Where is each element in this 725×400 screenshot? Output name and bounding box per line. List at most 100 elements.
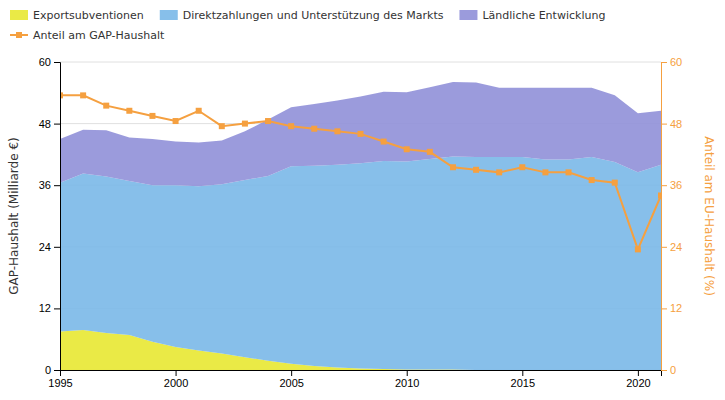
legend-item: Exportsubventionen bbox=[10, 9, 144, 22]
marker bbox=[381, 139, 387, 145]
marker bbox=[542, 169, 548, 175]
marker bbox=[658, 192, 661, 198]
axis-line bbox=[662, 63, 668, 371]
tick-mark bbox=[661, 308, 667, 309]
marker bbox=[126, 108, 132, 114]
tick-label: 0 bbox=[45, 364, 51, 376]
marker bbox=[196, 108, 202, 114]
marker bbox=[311, 126, 317, 132]
grid bbox=[60, 62, 661, 370]
tick: 36 bbox=[39, 179, 60, 191]
legend-swatch bbox=[10, 10, 28, 20]
axis-line bbox=[54, 63, 61, 371]
tick-mark bbox=[54, 62, 60, 63]
marker bbox=[404, 146, 410, 152]
marker bbox=[519, 164, 525, 170]
legend-swatch bbox=[459, 10, 477, 20]
marker bbox=[589, 177, 595, 183]
marker bbox=[242, 121, 248, 127]
tick-mark bbox=[176, 370, 177, 376]
legend-label: Anteil am GAP-Haushalt bbox=[33, 29, 165, 42]
tick-mark bbox=[54, 308, 60, 309]
legend-item: Ländliche Entwicklung bbox=[459, 9, 605, 22]
tick-label: 2010 bbox=[395, 377, 419, 389]
tick-label: 2000 bbox=[164, 377, 188, 389]
marks bbox=[60, 82, 661, 370]
x-axis: 1995 2000 2005 2010 2015 2020 bbox=[48, 370, 661, 389]
legend-swatch bbox=[160, 10, 178, 20]
area bbox=[60, 156, 661, 370]
tick: 12 bbox=[39, 302, 60, 314]
marker bbox=[265, 118, 271, 124]
tick-label: 2015 bbox=[511, 377, 535, 389]
marker bbox=[566, 169, 572, 175]
legend-item: Direktzahlungen und Unterstützung des Ma… bbox=[160, 9, 444, 22]
tick-mark bbox=[54, 370, 60, 371]
tick: 1995 bbox=[48, 370, 72, 389]
marker bbox=[334, 128, 340, 134]
tick-label: 60 bbox=[670, 56, 682, 68]
marker bbox=[103, 103, 109, 109]
marker bbox=[149, 113, 155, 119]
marker bbox=[358, 131, 364, 137]
tick-label: 60 bbox=[39, 56, 51, 68]
markers bbox=[60, 92, 661, 252]
grid-line bbox=[60, 62, 661, 63]
tick-label: 24 bbox=[670, 241, 682, 253]
legend-label: Ländliche Entwicklung bbox=[482, 9, 605, 22]
marker bbox=[173, 118, 179, 124]
legend-marker bbox=[16, 32, 22, 38]
tick: 12 bbox=[661, 302, 682, 314]
y2-axis-title: Anteil am EU-Haushalt (%) bbox=[702, 136, 716, 296]
legend-item: Anteil am GAP-Haushalt bbox=[10, 29, 165, 42]
tick-mark bbox=[638, 370, 639, 376]
marker bbox=[635, 246, 641, 252]
tick-mark bbox=[54, 124, 60, 125]
tick-mark bbox=[407, 370, 408, 376]
tick: 48 bbox=[661, 118, 682, 130]
tick-label: 48 bbox=[39, 118, 51, 130]
marker bbox=[80, 92, 86, 98]
tick-mark bbox=[661, 124, 667, 125]
tick: 60 bbox=[39, 56, 60, 68]
tick: 0 bbox=[661, 364, 676, 376]
marker bbox=[473, 167, 479, 173]
tick-label: 2005 bbox=[279, 377, 303, 389]
tick-label: 36 bbox=[39, 179, 51, 191]
y-axis: 0 12 24 36 48 60 bbox=[39, 56, 61, 376]
tick-mark bbox=[54, 247, 60, 248]
tick: 2010 bbox=[395, 370, 419, 389]
area bbox=[60, 82, 661, 186]
tick-label: 12 bbox=[670, 302, 682, 314]
chart: 1995 2000 2005 2010 2015 2020 0 12 24 36 48 60 0 12 24… bbox=[0, 0, 725, 400]
tick-label: 0 bbox=[670, 364, 676, 376]
tick: 24 bbox=[661, 241, 682, 253]
tick-label: 2020 bbox=[626, 377, 650, 389]
tick-mark bbox=[291, 370, 292, 376]
marker bbox=[288, 123, 294, 129]
tick-label: 36 bbox=[670, 179, 682, 191]
legend: Exportsubventionen Direktzahlungen und Un… bbox=[10, 9, 605, 42]
marker bbox=[219, 123, 225, 129]
tick: 24 bbox=[39, 241, 60, 253]
tick: 0 bbox=[45, 364, 60, 376]
tick: 2000 bbox=[164, 370, 188, 389]
marker bbox=[427, 149, 433, 155]
tick: 36 bbox=[661, 179, 682, 191]
tick-label: 1995 bbox=[48, 377, 72, 389]
tick-label: 12 bbox=[39, 302, 51, 314]
marker bbox=[450, 164, 456, 170]
tick-mark bbox=[661, 185, 667, 186]
tick-label: 24 bbox=[39, 241, 51, 253]
tick: 2015 bbox=[511, 370, 535, 389]
tick-mark bbox=[54, 185, 60, 186]
tick-label: 48 bbox=[670, 118, 682, 130]
tick: 60 bbox=[661, 56, 682, 68]
tick: 2020 bbox=[626, 370, 650, 389]
legend-label: Direktzahlungen und Unterstützung des Ma… bbox=[183, 9, 444, 22]
tick-mark bbox=[661, 62, 667, 63]
tick: 48 bbox=[39, 118, 60, 130]
tick-mark bbox=[661, 370, 667, 371]
axis-line bbox=[61, 371, 662, 377]
tick-mark bbox=[661, 247, 667, 248]
